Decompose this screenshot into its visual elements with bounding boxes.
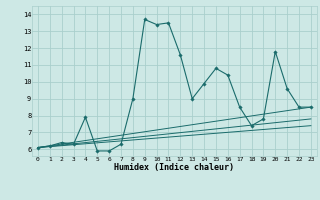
X-axis label: Humidex (Indice chaleur): Humidex (Indice chaleur) — [115, 163, 234, 172]
